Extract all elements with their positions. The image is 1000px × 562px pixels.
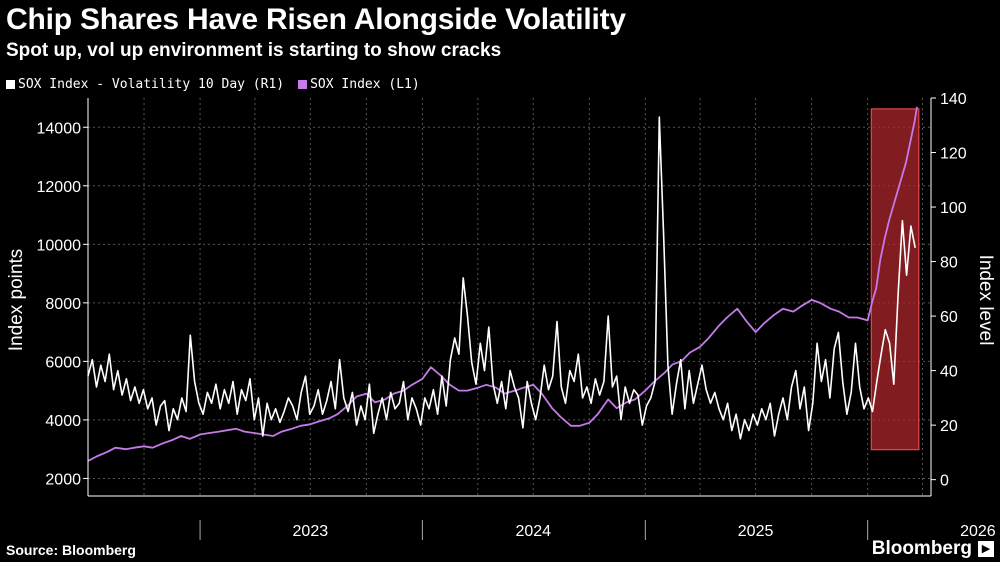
brand-logo: Bloomberg ▶ bbox=[872, 538, 994, 560]
legend-label-volatility: SOX Index - Volatility 10 Day (R1) bbox=[18, 77, 285, 92]
left-tick-label-5: 12000 bbox=[37, 179, 82, 196]
x-tick-label-2023: 2023 bbox=[293, 523, 329, 540]
chart-legend: SOX Index - Volatility 10 Day (R1) SOX I… bbox=[6, 77, 420, 92]
highlight-layer bbox=[870, 108, 920, 451]
highlight-region bbox=[870, 108, 920, 451]
series-line-volatility bbox=[87, 116, 916, 440]
right-axis-label: Index level bbox=[975, 255, 996, 346]
right-tick-label-4: 80 bbox=[940, 255, 958, 272]
legend-swatch-sox bbox=[298, 80, 308, 89]
left-tick-label-1: 4000 bbox=[45, 413, 81, 430]
series-line-sox bbox=[87, 106, 918, 462]
legend-label-sox: SOX Index (L1) bbox=[310, 77, 420, 92]
series-layer bbox=[87, 106, 918, 462]
bloomberg-terminal-icon: ▶ bbox=[978, 541, 994, 557]
legend-swatch-volatility bbox=[6, 80, 15, 89]
right-tick-label-6: 120 bbox=[940, 146, 967, 163]
left-tick-label-2: 6000 bbox=[45, 354, 81, 371]
chart-subtitle: Spot up, vol up environment is starting … bbox=[6, 40, 502, 61]
source-note: Source: Bloomberg bbox=[6, 542, 136, 558]
left-axis-label: Index points bbox=[6, 249, 27, 351]
x-tick-label-2026: 2026 bbox=[960, 523, 996, 540]
left-tick-label-3: 8000 bbox=[45, 296, 81, 313]
left-tick-label-0: 2000 bbox=[45, 471, 81, 488]
x-tick-label-2025: 2025 bbox=[738, 523, 774, 540]
x-tick-label-2024: 2024 bbox=[515, 523, 551, 540]
brand-name: Bloomberg bbox=[871, 538, 972, 559]
right-tick-label-0: 0 bbox=[940, 473, 949, 490]
right-tick-label-5: 100 bbox=[940, 200, 967, 217]
axis-layer: 2000 4000 6000 8000 10000 12000 14000 0 20 40 60 80… bbox=[37, 91, 996, 540]
right-tick-label-3: 60 bbox=[940, 309, 958, 326]
legend-entry-volatility: SOX Index - Volatility 10 Day (R1) bbox=[6, 77, 284, 92]
right-tick-label-7: 140 bbox=[940, 91, 967, 108]
left-tick-label-6: 14000 bbox=[37, 120, 82, 137]
right-tick-label-2: 40 bbox=[940, 364, 958, 381]
chart-title: Chip Shares Have Risen Alongside Volatil… bbox=[6, 3, 626, 36]
right-tick-label-1: 20 bbox=[940, 418, 958, 435]
legend-entry-sox: SOX Index (L1) bbox=[298, 77, 420, 92]
left-tick-label-4: 10000 bbox=[37, 237, 82, 254]
grid-layer bbox=[88, 98, 931, 496]
